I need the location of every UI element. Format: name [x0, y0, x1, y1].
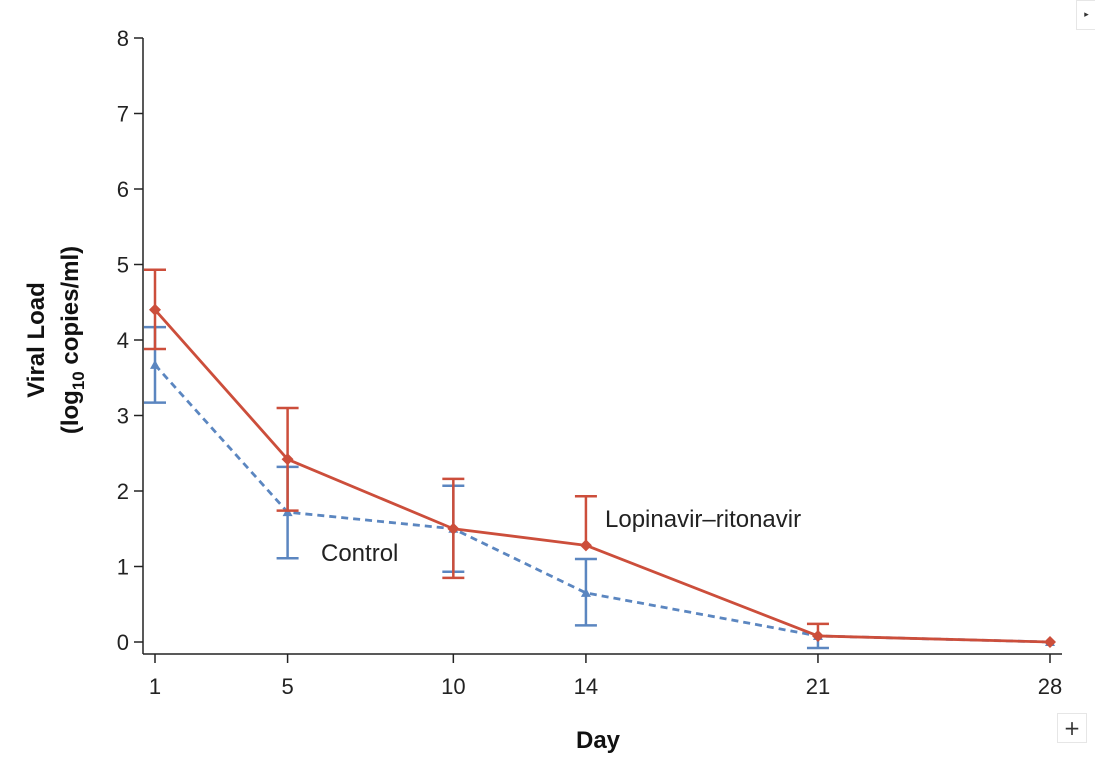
y-tick-label-6: 6 [117, 177, 129, 202]
point-lopinavir-ritonavir-day-28 [1044, 636, 1056, 648]
series-lopinavir-ritonavir [144, 268, 1056, 648]
zoom-plus-icon[interactable]: + [1057, 713, 1087, 743]
y-tick-label-5: 5 [117, 253, 129, 278]
x-axis-title: Day [576, 727, 621, 754]
x-tick-label-14: 14 [574, 674, 598, 699]
y-axis-title-line2: (log10 copies/ml) [57, 246, 88, 434]
y-tick-label-7: 7 [117, 102, 129, 127]
x-tick-label-5: 5 [281, 674, 293, 699]
point-lopinavir-ritonavir-day-14 [579, 539, 592, 552]
x-tick-label-21: 21 [806, 674, 830, 699]
y-axis: 0 1 2 3 4 5 6 7 8 [117, 26, 144, 655]
y-axis-title: Viral Load (log10 copies/ml) [23, 246, 88, 434]
series-layer [144, 268, 1056, 650]
collapse-toggle-icon[interactable]: ▸ [1076, 0, 1095, 30]
point-control-day-14 [580, 587, 591, 597]
series-control [144, 325, 1055, 650]
x-tick-label-28: 28 [1038, 674, 1062, 699]
y-tick-label-2: 2 [117, 479, 129, 504]
y-tick-label-8: 8 [117, 26, 129, 51]
x-tick-label-1: 1 [149, 674, 161, 699]
y-tick-label-3: 3 [117, 404, 129, 429]
y-axis-title-line1: Viral Load [23, 282, 50, 398]
annotation-lopinavir-ritonavir: Lopinavir–ritonavir [605, 506, 801, 533]
point-lopinavir-ritonavir-day-21 [811, 629, 824, 642]
y-tick-label-1: 1 [117, 555, 129, 580]
annotation-control: Control [321, 540, 398, 567]
point-lopinavir-ritonavir-day-1 [149, 303, 161, 316]
series-line-control [153, 363, 1051, 644]
y-tick-label-0: 0 [117, 630, 129, 655]
y-tick-label-4: 4 [117, 328, 129, 353]
point-control-day-1 [150, 359, 160, 369]
series-line-lopinavir-ritonavir [153, 308, 1051, 644]
x-axis: 1 5 10 14 21 28 [143, 653, 1062, 699]
point-lopinavir-ritonavir-day-5 [281, 453, 294, 466]
point-lopinavir-ritonavir-day-10 [447, 522, 460, 535]
x-tick-label-10: 10 [441, 674, 465, 699]
